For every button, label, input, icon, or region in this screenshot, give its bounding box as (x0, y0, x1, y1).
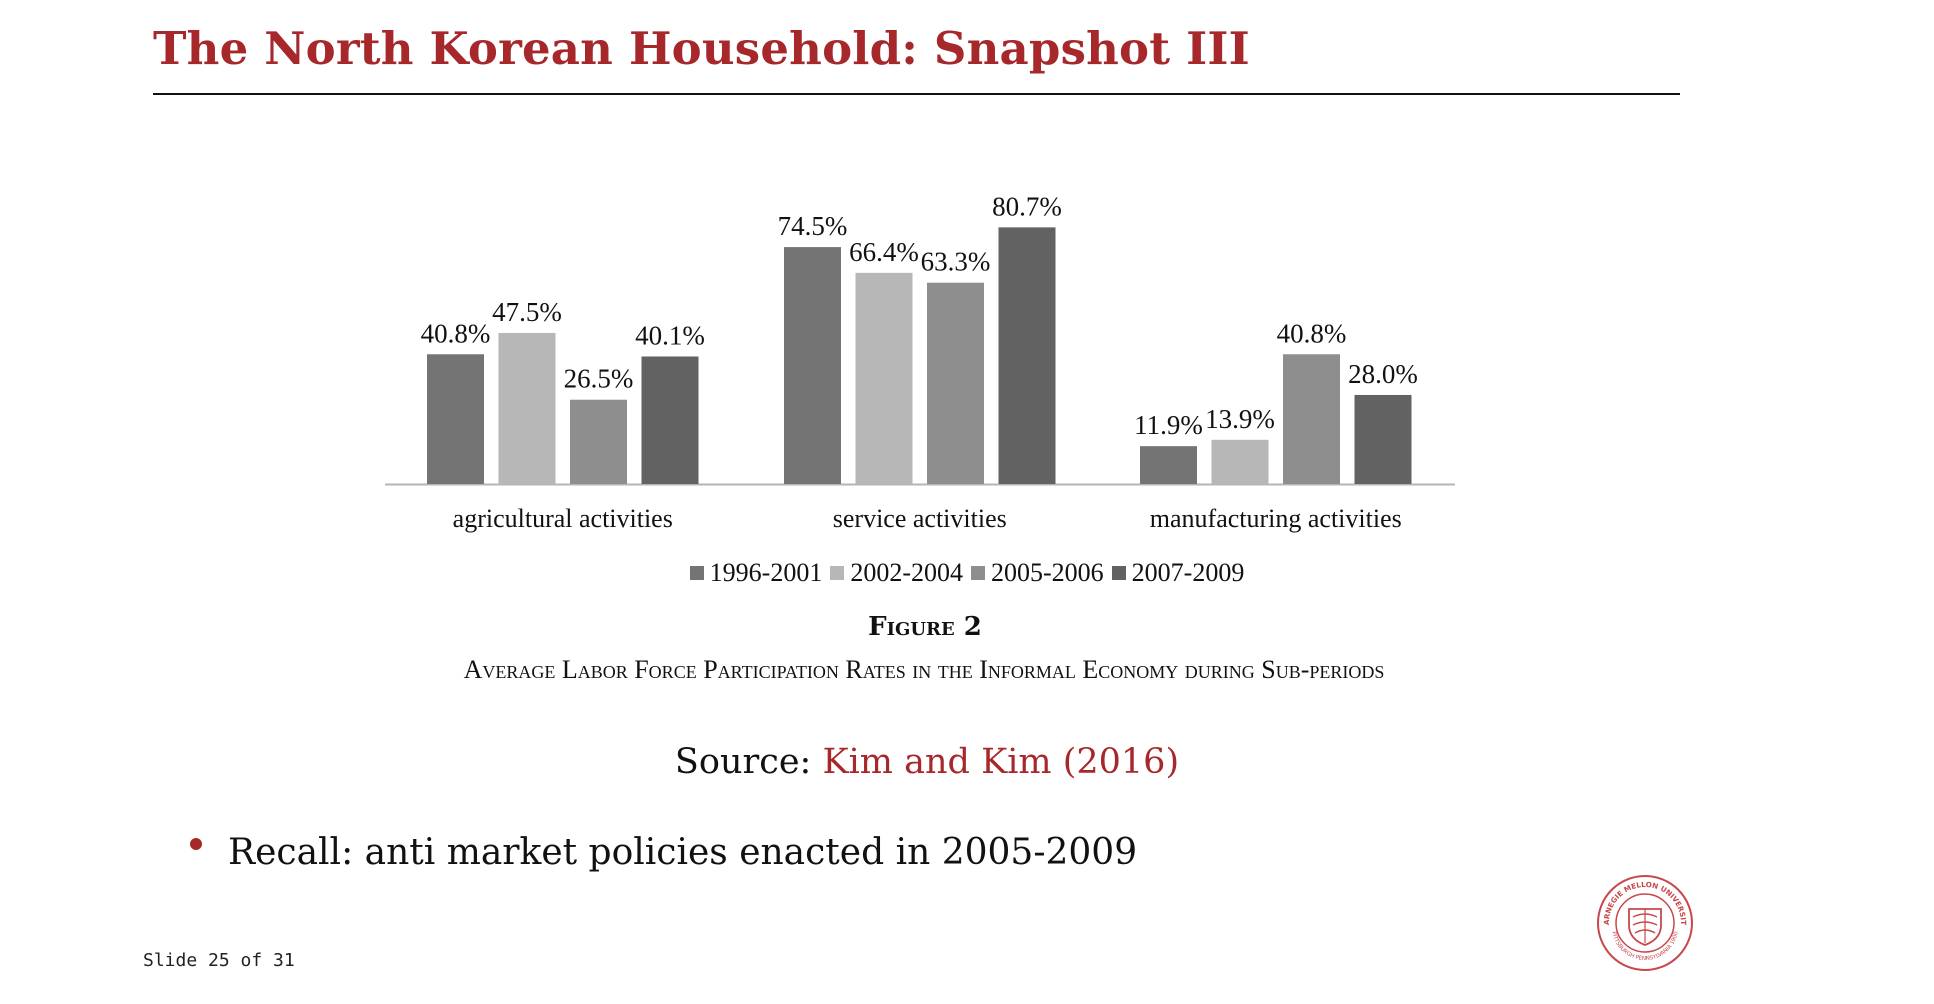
bar (427, 354, 484, 484)
legend-swatch (1111, 566, 1126, 580)
legend-swatch (971, 566, 985, 580)
bar-value-label: 40.1% (635, 320, 705, 350)
bar-value-label: 40.8% (421, 318, 491, 348)
bar-value-label: 80.7% (992, 191, 1062, 221)
chart-legend: 1996-2001 2002-2004 2005-2006 2007-2009 (0, 558, 1934, 588)
bar (998, 227, 1056, 484)
legend-item: 2007-2009 (1111, 558, 1245, 588)
bar (570, 399, 627, 484)
slide-title: The North Korean Household: Snapshot III (153, 22, 1250, 75)
slide-number: Slide 25 of 31 (143, 950, 295, 971)
bar-value-label: 28.0% (1348, 359, 1418, 389)
legend-label: 2007-2009 (1131, 558, 1245, 587)
legend-item: 1996-2001 (689, 558, 823, 588)
bullet-text: Recall: anti market policies enacted in … (228, 832, 1138, 873)
bar-value-label: 66.4% (849, 237, 919, 267)
bar (927, 282, 984, 484)
bar (784, 247, 841, 484)
source-line: Source: Kim and Kim (2016) (0, 742, 1854, 782)
legend-swatch (689, 566, 704, 580)
bullet-dot-icon (190, 838, 202, 850)
legend-label: 1996-2001 (709, 558, 823, 587)
figure-number: Figure 2 (868, 612, 982, 642)
carnegie-mellon-seal-icon: CARNEGIE MELLON UNIVERSITY PITTSBURGH PE… (1595, 873, 1693, 971)
bar (1283, 354, 1340, 484)
category-label: agricultural activities (453, 504, 673, 533)
legend-swatch (830, 566, 845, 580)
bar-value-label: 47.5% (492, 297, 562, 327)
legend-item: 2002-2004 (830, 558, 963, 588)
bar-value-label: 26.5% (564, 364, 634, 394)
bar (641, 356, 699, 484)
legend-label: 2005-2006 (991, 558, 1104, 587)
source-citation-link[interactable]: Kim and Kim (2016) (822, 742, 1180, 782)
source-label: Source: (674, 742, 812, 782)
bar-value-label: 40.8% (1277, 318, 1347, 348)
bar (1140, 446, 1197, 484)
bar (1211, 439, 1269, 484)
legend-item: 2005-2006 (971, 558, 1104, 588)
category-label: manufacturing activities (1150, 504, 1402, 533)
bar (855, 272, 913, 484)
legend-label: 2002-2004 (850, 558, 963, 587)
bar (498, 332, 556, 484)
bullet-item: Recall: anti market policies enacted in … (190, 832, 1137, 873)
bar-value-label: 11.9% (1134, 410, 1203, 440)
figure-caption: Average Labor Force Participation Rates … (463, 655, 1385, 684)
title-divider (153, 93, 1680, 95)
bar-value-label: 74.5% (778, 211, 848, 241)
bar-chart: 40.8%47.5%26.5%40.1%agricultural activit… (385, 191, 1455, 533)
category-label: service activities (833, 504, 1007, 533)
bar (1354, 394, 1412, 484)
bar-value-label: 63.3% (921, 247, 991, 277)
bar-value-label: 13.9% (1205, 404, 1275, 434)
